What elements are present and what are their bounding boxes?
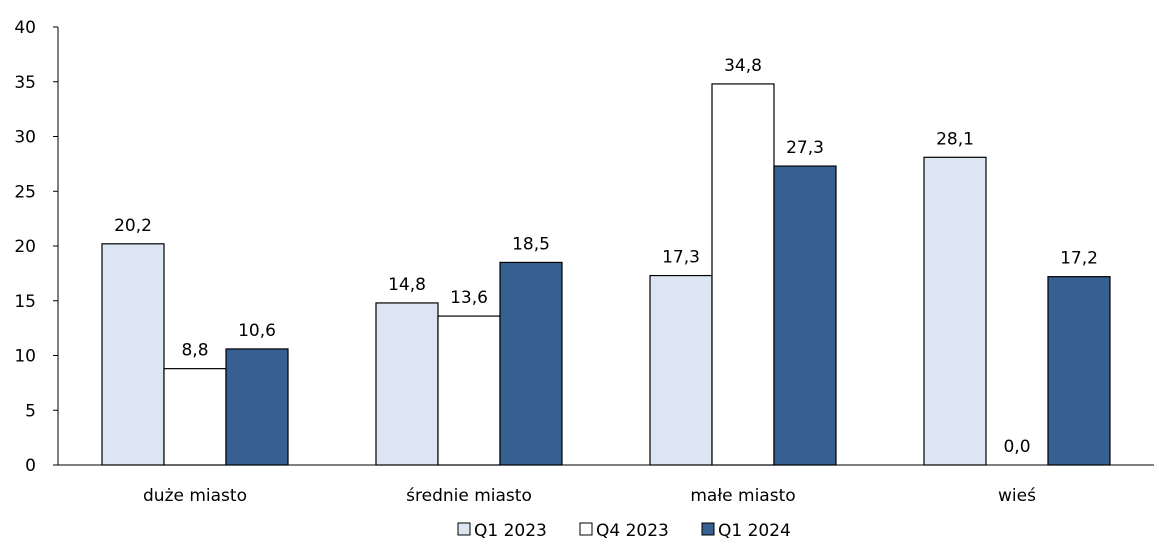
category-label: średnie miasto: [406, 486, 532, 506]
legend-swatch: [457, 522, 471, 536]
category-label: duże miasto: [143, 486, 247, 506]
data-label: 0,0: [1003, 437, 1030, 457]
legend-label: Q1 2023: [474, 521, 547, 541]
plot-area: 20,2 8,8 10,6 14,8 13,6 18,5 17,3 34,8 27,3 28,1 0…: [101, 56, 1111, 466]
data-label: 17,2: [1060, 249, 1098, 269]
data-label: 10,6: [238, 321, 276, 341]
y-tick-label: 35: [14, 73, 36, 93]
bar: [225, 348, 289, 466]
legend: Q1 2023 Q4 2023 Q1 2024: [457, 521, 791, 541]
y-tick-label: 0: [25, 456, 36, 476]
data-label: 34,8: [724, 56, 762, 76]
legend-label: Q4 2023: [596, 521, 669, 541]
y-tick-label: 30: [14, 128, 36, 148]
bar: [163, 368, 227, 466]
legend-label: Q1 2024: [718, 521, 791, 541]
bar: [499, 261, 563, 466]
y-tick-label: 15: [14, 292, 36, 312]
data-label: 18,5: [512, 234, 550, 254]
data-label: 14,8: [388, 275, 426, 295]
bar: [711, 83, 775, 466]
bar: [1047, 276, 1111, 466]
data-label: 27,3: [786, 138, 824, 158]
y-axis: 0 5 10 15 20 25 30 35 40: [14, 18, 59, 476]
legend-swatch: [701, 522, 715, 536]
bar: [773, 165, 837, 466]
y-tick-label: 10: [14, 347, 36, 367]
data-label: 8,8: [181, 341, 208, 361]
bar: [923, 156, 987, 466]
y-tick-label: 5: [25, 401, 36, 421]
bar: [375, 302, 439, 466]
category-label: wieś: [998, 486, 1036, 506]
bar: [649, 274, 713, 466]
data-label: 17,3: [662, 248, 700, 268]
category-label: małe miasto: [690, 486, 795, 506]
data-label: 13,6: [450, 288, 488, 308]
y-tick-label: 40: [14, 18, 36, 38]
bar: [101, 243, 165, 466]
data-label: 28,1: [936, 129, 974, 149]
data-label: 20,2: [114, 216, 152, 236]
y-tick-label: 25: [14, 182, 36, 202]
bar: [437, 315, 501, 466]
y-tick-label: 20: [14, 237, 36, 257]
legend-swatch: [579, 522, 593, 536]
x-axis: duże miasto średnie miasto małe miasto wieś: [58, 464, 1154, 506]
